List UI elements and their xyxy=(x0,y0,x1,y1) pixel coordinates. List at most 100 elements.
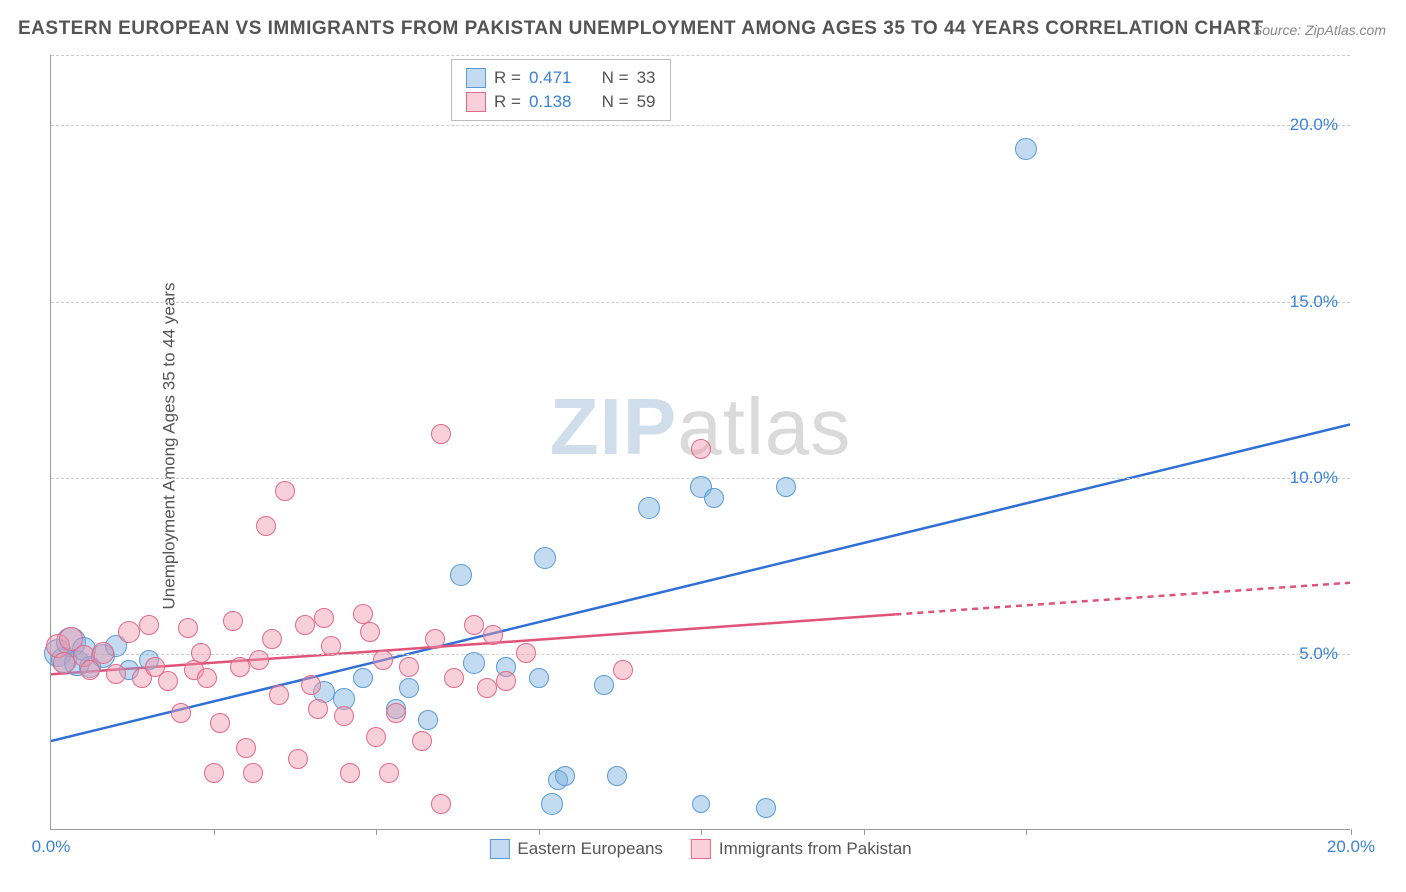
gridline xyxy=(51,302,1350,303)
data-point xyxy=(425,629,445,649)
gridline xyxy=(51,654,1350,655)
n-value: 33 xyxy=(637,68,656,88)
data-point xyxy=(321,636,341,656)
n-label: N = xyxy=(602,68,629,88)
legend-top: R = 0.471 N = 33 R = 0.138 N = 59 xyxy=(451,59,671,121)
data-point xyxy=(314,608,334,628)
data-point xyxy=(210,713,230,733)
data-point xyxy=(262,629,282,649)
n-value: 59 xyxy=(637,92,656,112)
data-point xyxy=(118,621,140,643)
data-point xyxy=(638,497,660,519)
data-point xyxy=(431,424,451,444)
data-point xyxy=(399,657,419,677)
data-point xyxy=(776,477,796,497)
legend-swatch xyxy=(466,92,486,112)
r-value: 0.471 xyxy=(529,68,572,88)
data-point xyxy=(516,643,536,663)
data-point xyxy=(483,625,503,645)
data-point xyxy=(288,749,308,769)
legend-swatch xyxy=(489,839,509,859)
data-point xyxy=(496,671,516,691)
data-point xyxy=(249,650,269,670)
data-point xyxy=(223,611,243,631)
data-point xyxy=(691,439,711,459)
x-tick-mark xyxy=(701,829,702,835)
gridline xyxy=(51,125,1350,126)
data-point xyxy=(106,664,126,684)
data-point xyxy=(191,643,211,663)
data-point xyxy=(301,675,321,695)
chart-title: EASTERN EUROPEAN VS IMMIGRANTS FROM PAKI… xyxy=(18,18,1263,40)
data-point xyxy=(431,794,451,814)
data-point xyxy=(269,685,289,705)
data-point xyxy=(275,481,295,501)
data-point xyxy=(412,731,432,751)
data-point xyxy=(607,766,627,786)
legend-bottom-item: Immigrants from Pakistan xyxy=(691,839,912,859)
data-point xyxy=(444,668,464,688)
data-point xyxy=(477,678,497,698)
x-tick-label: 0.0% xyxy=(32,837,71,857)
data-point xyxy=(80,660,100,680)
data-point xyxy=(450,564,472,586)
data-point xyxy=(541,793,563,815)
data-point xyxy=(418,710,438,730)
data-point xyxy=(379,763,399,783)
plot-area: ZIPatlas R = 0.471 N = 33 R = 0.138 N = … xyxy=(50,55,1350,830)
y-tick-label: 10.0% xyxy=(1290,468,1338,488)
x-tick-mark xyxy=(1351,829,1352,835)
data-point xyxy=(756,798,776,818)
r-value: 0.138 xyxy=(529,92,572,112)
data-point xyxy=(197,668,217,688)
legend-bottom: Eastern Europeans Immigrants from Pakista… xyxy=(489,839,911,859)
data-point xyxy=(353,668,373,688)
legend-top-row: R = 0.471 N = 33 xyxy=(466,66,656,90)
data-point xyxy=(243,763,263,783)
x-tick-mark xyxy=(214,829,215,835)
data-point xyxy=(555,766,575,786)
watermark: ZIPatlas xyxy=(550,381,851,473)
legend-swatch xyxy=(691,839,711,859)
data-point xyxy=(692,795,710,813)
data-point xyxy=(463,652,485,674)
data-point xyxy=(534,547,556,569)
data-point xyxy=(92,642,114,664)
y-tick-label: 15.0% xyxy=(1290,292,1338,312)
r-label: R = xyxy=(494,68,521,88)
data-point xyxy=(334,706,354,726)
data-point xyxy=(373,650,393,670)
data-point xyxy=(360,622,380,642)
data-point xyxy=(613,660,633,680)
y-tick-label: 5.0% xyxy=(1299,644,1338,664)
legend-swatch xyxy=(466,68,486,88)
data-point xyxy=(1015,138,1037,160)
data-point xyxy=(171,703,191,723)
data-point xyxy=(704,488,724,508)
x-tick-label: 20.0% xyxy=(1327,837,1375,857)
x-tick-mark xyxy=(1026,829,1027,835)
legend-top-row: R = 0.138 N = 59 xyxy=(466,90,656,114)
data-point xyxy=(139,615,159,635)
watermark-part1: ZIP xyxy=(550,382,677,471)
source-label: Source: ZipAtlas.com xyxy=(1253,22,1386,38)
gridline xyxy=(51,55,1350,56)
legend-label: Eastern Europeans xyxy=(517,839,663,859)
n-label: N = xyxy=(602,92,629,112)
data-point xyxy=(204,763,224,783)
data-point xyxy=(295,615,315,635)
data-point xyxy=(158,671,178,691)
data-point xyxy=(236,738,256,758)
y-tick-label: 20.0% xyxy=(1290,115,1338,135)
x-tick-mark xyxy=(376,829,377,835)
data-point xyxy=(464,615,484,635)
data-point xyxy=(178,618,198,638)
data-point xyxy=(230,657,250,677)
x-tick-mark xyxy=(539,829,540,835)
data-point xyxy=(386,703,406,723)
data-point xyxy=(529,668,549,688)
legend-bottom-item: Eastern Europeans xyxy=(489,839,663,859)
data-point xyxy=(366,727,386,747)
data-point xyxy=(340,763,360,783)
data-point xyxy=(308,699,328,719)
